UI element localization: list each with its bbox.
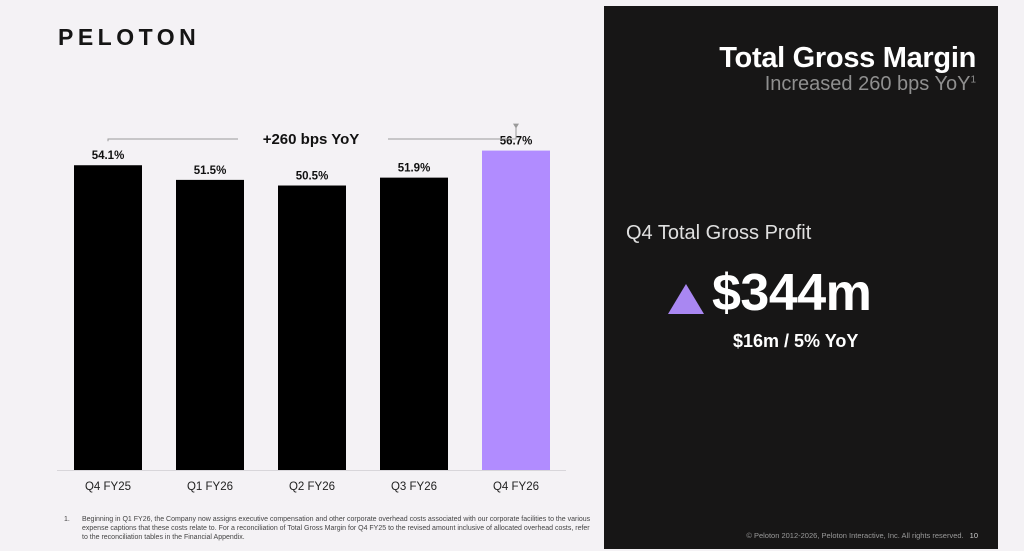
copyright-text: © Peloton 2012-2026, Peloton Interactive… [746,531,964,540]
triangle-up-icon [668,284,704,314]
summary-subtitle-text: Increased 260 bps YoY [764,73,971,95]
bar-q4-fy26 [482,150,550,470]
category-label: Q1 FY26 [187,481,233,493]
category-label: Q3 FY26 [391,481,437,493]
gross-margin-bar-chart: 54.1% Q4 FY25 51.5% Q1 FY26 50.5% Q2 FY26 51.9… [57,123,566,493]
data-label: 54.1% [92,150,125,162]
profit-value: $344m [712,264,872,322]
bar-q1-fy26 [176,179,244,470]
yoy-connector-right [388,125,517,140]
yoy-annotation: +260 bps YoY [263,131,360,148]
footnote-ref: 1 [970,74,976,86]
summary-panel: Total Gross Margin Increased 260 bps YoY… [604,6,998,549]
footnote-number: 1. [64,516,70,523]
yoy-connector-left [107,138,238,142]
chart-panel: PELOTON 54.1% Q4 FY25 51.5% Q1 FY26 50.5% Q2 … [57,24,591,541]
category-label: Q4 FY26 [493,481,539,493]
peloton-logo: PELOTON [58,24,201,50]
bar-q3-fy26 [380,177,448,470]
summary-subtitle: Increased 260 bps YoY1 [765,73,976,96]
category-label: Q2 FY26 [289,481,335,493]
data-label: 51.9% [398,163,431,175]
bar-q4-fy25 [74,165,142,470]
summary-title: Total Gross Margin [719,42,976,74]
copyright: © Peloton 2012-2026, Peloton Interactive… [746,531,978,540]
data-label: 51.5% [194,165,227,177]
bar-q2-fy26 [278,185,346,470]
data-label: 50.5% [296,171,329,183]
category-label: Q4 FY25 [85,481,131,493]
arrow-down-icon [513,123,519,129]
footnote-text: Beginning in Q1 FY26, the Company now as… [82,516,591,541]
profit-label: Q4 Total Gross Profit [626,222,812,244]
page-number: 10 [969,531,978,540]
profit-change: $16m / 5% YoY [733,331,859,351]
